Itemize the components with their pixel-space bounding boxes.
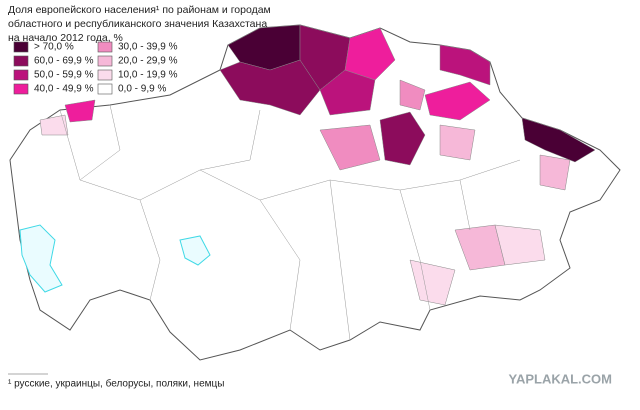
- legend-label: 50,0 - 59,9 %: [34, 70, 94, 81]
- aral-sea: [179, 235, 211, 266]
- legend-swatch: [97, 55, 113, 67]
- district: [399, 79, 426, 111]
- watermark: YAPLAKAL.COM: [508, 371, 612, 386]
- legend-swatch: [97, 69, 113, 81]
- district: [379, 111, 426, 166]
- district: [539, 154, 571, 191]
- district: [409, 259, 456, 306]
- legend-swatch: [97, 83, 113, 95]
- legend-swatch: [13, 41, 29, 53]
- districts: [39, 24, 596, 306]
- district: [494, 224, 546, 266]
- district: [64, 99, 96, 123]
- title-line: на начало 2012 года, %: [8, 32, 123, 44]
- legend-label: 40,0 - 49,9 %: [34, 84, 94, 95]
- legend-label: > 70,0 %: [34, 42, 74, 53]
- district: [439, 124, 476, 161]
- legend-swatch: [13, 69, 29, 81]
- legend-swatch: [97, 41, 113, 53]
- legend-label: 60,0 - 69,9 %: [34, 56, 94, 67]
- legend-label: 30,0 - 39,9 %: [118, 42, 178, 53]
- district: [521, 117, 596, 163]
- legend-label: 0,0 - 9,9 %: [118, 84, 166, 95]
- district: [319, 69, 376, 116]
- legend: > 70,0 % 60,0 - 69,9 % 50,0 - 59,9 % 40,0 -…: [13, 41, 178, 95]
- legend-swatch: [13, 83, 29, 95]
- caspian-sea: [19, 224, 63, 293]
- boundaries: [59, 104, 521, 341]
- legend-label: 10,0 - 19,9 %: [118, 70, 178, 81]
- district: [439, 44, 491, 86]
- district: [344, 27, 396, 81]
- title-line: Доля европейского населения¹ по районам …: [8, 4, 271, 16]
- legend-swatch: [13, 55, 29, 67]
- title-line: областного и республиканского значения К…: [8, 18, 267, 30]
- district: [39, 114, 69, 136]
- legend-label: 20,0 - 29,9 %: [118, 56, 178, 67]
- district: [319, 124, 381, 171]
- footnote: ¹ русские, украинцы, белорусы, поляки, н…: [8, 378, 224, 390]
- district: [424, 81, 491, 121]
